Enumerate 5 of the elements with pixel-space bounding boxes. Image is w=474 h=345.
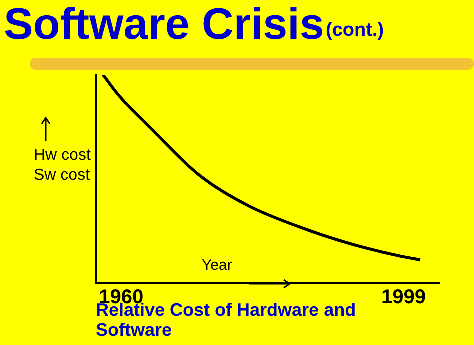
chart-subtitle: (cont.) — [326, 20, 384, 42]
y-axis-title: Hw cost Sw cost — [34, 146, 91, 186]
x-tick-label: 1999 — [382, 286, 426, 309]
chart-title: Software Crisis — [4, 0, 324, 50]
x-axis-title: Year — [202, 257, 232, 274]
